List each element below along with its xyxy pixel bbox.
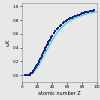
Point: [38, 60, 40, 62]
Point: [50, 36, 52, 38]
Point: [66, 19, 68, 21]
Point: [30, 73, 32, 74]
X-axis label: atomic number Z: atomic number Z: [38, 91, 81, 96]
Point: [90, 10, 92, 12]
Point: [48, 40, 50, 42]
Point: [60, 24, 62, 25]
Point: [32, 70, 34, 72]
Point: [41, 54, 43, 56]
Point: [56, 28, 58, 29]
Point: [89, 10, 90, 12]
Point: [34, 68, 36, 69]
Point: [72, 16, 74, 18]
Point: [24, 74, 26, 76]
Point: [43, 50, 45, 52]
Point: [38, 61, 39, 63]
Point: [31, 72, 33, 73]
Point: [27, 74, 29, 76]
Point: [87, 11, 89, 12]
Point: [80, 13, 81, 15]
Point: [40, 57, 42, 59]
Point: [33, 69, 35, 70]
Point: [74, 16, 75, 17]
Point: [78, 14, 80, 15]
Point: [59, 25, 60, 27]
Point: [32, 71, 33, 72]
Point: [37, 63, 39, 64]
Point: [29, 74, 30, 75]
Point: [65, 20, 66, 22]
Point: [44, 47, 46, 49]
Point: [83, 12, 85, 14]
Point: [41, 55, 42, 57]
Point: [92, 10, 93, 12]
Point: [51, 35, 53, 36]
Point: [69, 18, 71, 19]
Point: [35, 65, 37, 67]
Point: [49, 39, 50, 40]
Point: [84, 12, 86, 13]
Point: [46, 44, 48, 46]
Point: [68, 18, 69, 20]
Point: [35, 66, 36, 68]
Point: [54, 30, 56, 32]
Point: [44, 49, 45, 50]
Point: [56, 29, 57, 30]
Point: [50, 37, 51, 39]
Point: [57, 27, 59, 28]
Point: [86, 11, 87, 13]
Point: [47, 42, 49, 43]
Point: [83, 12, 84, 14]
Point: [42, 52, 44, 54]
Point: [53, 33, 54, 34]
Point: [63, 21, 65, 23]
Point: [26, 74, 27, 76]
Point: [81, 13, 83, 14]
Point: [62, 22, 63, 24]
Point: [77, 14, 78, 16]
Point: [75, 15, 77, 16]
Y-axis label: ωK: ωK: [6, 39, 11, 46]
Point: [29, 73, 31, 75]
Point: [45, 46, 47, 47]
Point: [47, 43, 48, 44]
Point: [71, 17, 72, 18]
Point: [93, 10, 95, 11]
Point: [36, 64, 38, 66]
Point: [39, 59, 41, 60]
